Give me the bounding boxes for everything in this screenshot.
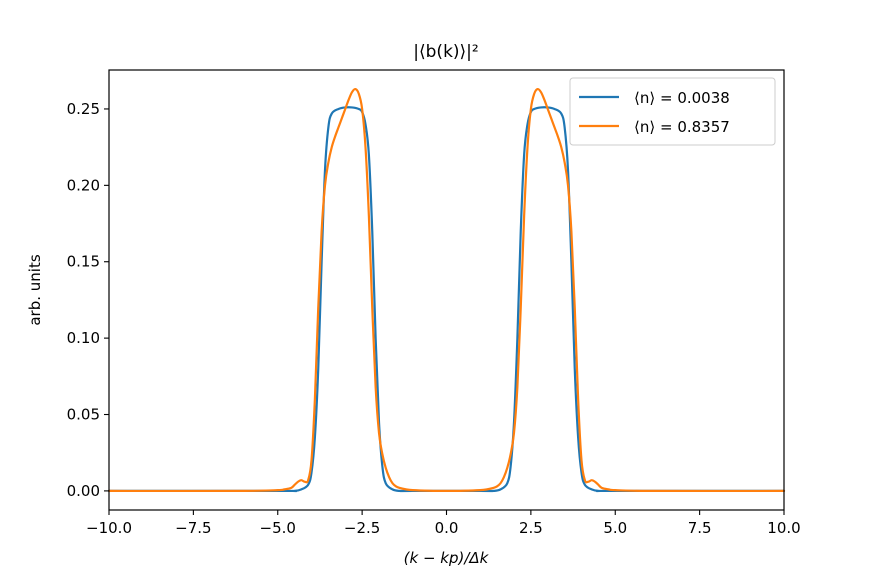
- x-tick-label: 5.0: [603, 519, 627, 537]
- x-tick-label: −2.5: [344, 519, 380, 537]
- y-tick-label: 0.10: [67, 329, 100, 347]
- y-tick-label: 0.20: [67, 176, 100, 194]
- x-tick-label: −5.0: [260, 519, 296, 537]
- legend: ⟨n⟩ = 0.0038 ⟨n⟩ = 0.8357: [569, 77, 776, 146]
- x-tick-label: 0.0: [435, 519, 459, 537]
- y-tick-label: 0.00: [67, 482, 100, 500]
- y-tick-label: 0.25: [67, 100, 100, 118]
- y-axis-label: arb. units: [26, 254, 44, 325]
- y-tick-label: 0.05: [67, 406, 100, 424]
- x-tick-label: −10.0: [86, 519, 132, 537]
- x-axis-ticks: −10.0 −7.5 −5.0 −2.5 0.0 2.5 5.0 7.5 10.0: [86, 510, 801, 537]
- axes-frame: [108, 69, 785, 511]
- x-tick-label: 7.5: [688, 519, 712, 537]
- x-axis-label: (k − kp)/Δk: [404, 549, 490, 567]
- x-tick-label: 10.0: [767, 519, 800, 537]
- x-tick-label: 2.5: [519, 519, 543, 537]
- y-tick-label: 0.15: [67, 253, 100, 271]
- legend-label-1: ⟨n⟩ = 0.8357: [634, 118, 730, 136]
- series-line-1: [107, 87, 786, 493]
- legend-label-0: ⟨n⟩ = 0.0038: [634, 89, 730, 107]
- x-tick-label: −7.5: [175, 519, 211, 537]
- legend-box: [569, 77, 776, 146]
- plot-area: [107, 87, 786, 493]
- chart-title: |⟨b(k)⟩|²: [413, 42, 478, 62]
- y-axis-ticks: 0.00 0.05 0.10 0.15 0.20 0.25: [67, 100, 109, 500]
